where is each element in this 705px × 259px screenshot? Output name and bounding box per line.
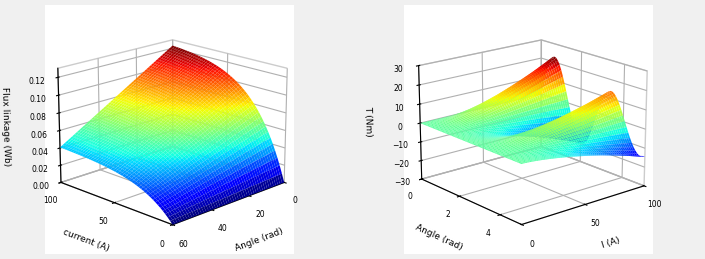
X-axis label: Angle (rad): Angle (rad): [234, 227, 285, 254]
Y-axis label: current (A): current (A): [61, 227, 111, 253]
X-axis label: I (A): I (A): [601, 236, 622, 250]
Y-axis label: Angle (rad): Angle (rad): [414, 222, 464, 252]
